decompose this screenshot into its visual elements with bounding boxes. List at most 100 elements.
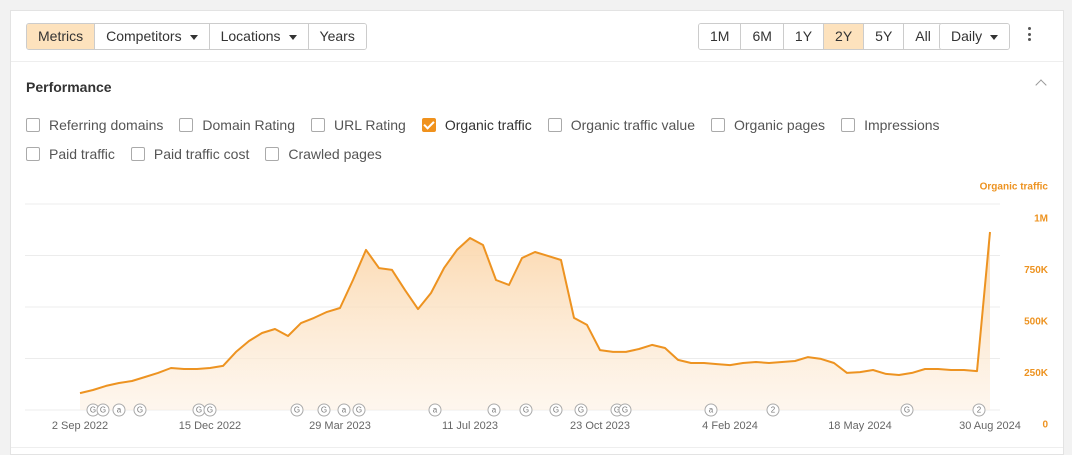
event-marker-label: G	[578, 406, 584, 415]
checkbox-label: Organic pages	[734, 116, 826, 133]
event-marker-label: G	[553, 406, 559, 415]
view-tabs: Metrics Competitors Locations Years	[26, 23, 367, 50]
event-marker	[972, 403, 986, 417]
event-marker-label: G	[137, 406, 143, 415]
tab-button[interactable]: Competitors	[95, 24, 210, 49]
tab-button[interactable]: 1Y	[783, 24, 825, 49]
checkbox-label: Paid traffic	[49, 145, 115, 162]
event-marker	[290, 403, 304, 417]
tab-button[interactable]: 2Y	[824, 24, 865, 49]
event-marker	[203, 403, 217, 417]
x-tick-label: 2 Sep 2022	[52, 420, 108, 432]
event-marker-label: G	[904, 406, 910, 415]
checkbox[interactable]	[130, 146, 145, 161]
checkbox[interactable]	[265, 146, 280, 161]
button-label: 5Y	[875, 28, 893, 44]
y-axis-title: Organic traffic	[980, 182, 1049, 193]
button-label: 1Y	[794, 28, 813, 44]
button-label: Competitors	[106, 28, 182, 44]
button-label: Daily	[951, 28, 983, 44]
metric-checkboxes: Referring domains Domain Rating URL Rating…	[26, 116, 1036, 162]
metric-checkbox[interactable]: Referring domains	[26, 116, 163, 133]
event-marker	[428, 403, 442, 417]
y-tick-label: 750K	[1024, 265, 1049, 276]
metric-checkbox[interactable]: Organic traffic	[421, 116, 532, 133]
checkbox[interactable]	[711, 117, 725, 132]
section-title: Performance	[26, 79, 112, 95]
tab-button[interactable]: Locations	[209, 24, 309, 49]
y-tick-label: 0	[1042, 420, 1048, 431]
event-marker-label: G	[614, 406, 620, 415]
checkbox-label: Organic traffic value	[570, 116, 695, 133]
event-marker-label: G	[356, 406, 362, 415]
event-marker	[352, 403, 366, 417]
event-marker-label: G	[523, 406, 529, 415]
divider	[11, 447, 1063, 448]
metric-checkbox[interactable]: Impressions	[841, 116, 940, 133]
checkbox-label: URL Rating	[334, 116, 406, 133]
event-marker	[112, 403, 126, 417]
event-marker-label: G	[294, 406, 300, 415]
event-marker-label: G	[100, 406, 106, 415]
event-marker-label: a	[342, 406, 347, 415]
button-label: Locations	[220, 28, 281, 44]
event-marker	[766, 403, 780, 417]
tab-button[interactable]: Years	[308, 24, 366, 49]
checkbox-label: Referring domains	[49, 116, 164, 133]
metric-checkbox[interactable]: Paid traffic cost	[130, 145, 250, 162]
checkbox[interactable]	[841, 117, 856, 132]
metric-checkbox[interactable]: URL Rating	[311, 116, 406, 133]
checkbox[interactable]	[26, 146, 40, 161]
checkbox-label: Impressions	[864, 116, 940, 133]
x-tick-label: 4 Feb 2024	[702, 420, 758, 432]
event-marker-label: a	[709, 406, 714, 415]
checkbox-label: Domain Rating	[202, 116, 295, 133]
event-marker-label: G	[90, 406, 96, 415]
event-marker-label: G	[321, 406, 327, 415]
metric-checkbox[interactable]: Domain Rating	[179, 116, 295, 133]
x-tick-label: 18 May 2024	[828, 420, 892, 432]
more-menu[interactable]	[1028, 27, 1032, 44]
event-marker	[704, 403, 718, 417]
checkbox-label: Paid traffic cost	[153, 145, 250, 162]
checkbox-label: Organic traffic	[444, 116, 532, 133]
dropdown-caret	[189, 34, 198, 40]
metric-checkbox[interactable]: Organic traffic value	[547, 116, 695, 133]
series-line	[79, 231, 991, 395]
tab-button[interactable]: 6M	[741, 24, 784, 49]
event-marker	[519, 403, 533, 417]
metric-checkbox[interactable]: Paid traffic	[26, 145, 115, 162]
interval-button[interactable]: Daily	[940, 24, 1010, 49]
button-label: 2Y	[835, 28, 853, 44]
x-tick-label: 15 Dec 2022	[179, 420, 241, 432]
button-label: 6M	[752, 28, 772, 44]
event-marker	[618, 403, 632, 417]
y-tick-label: 1M	[1034, 214, 1048, 225]
interval-select: Daily	[939, 23, 1011, 50]
checkbox[interactable]	[421, 117, 436, 132]
dropdown-caret	[990, 34, 999, 40]
event-marker-label: 2	[977, 406, 982, 415]
tab-button[interactable]: Metrics	[27, 24, 96, 49]
tab-button[interactable]: 5Y	[864, 24, 905, 49]
event-marker-label: 2	[771, 406, 776, 415]
metric-checkbox[interactable]: Crawled pages	[265, 145, 382, 162]
tab-button[interactable]: All	[904, 24, 942, 49]
dropdown-caret	[288, 34, 297, 40]
checkbox[interactable]	[547, 117, 562, 132]
event-marker-label: G	[622, 406, 628, 415]
metric-checkbox[interactable]: Organic pages	[711, 116, 825, 133]
y-tick-label: 250K	[1024, 368, 1049, 379]
event-marker	[487, 403, 501, 417]
checkbox[interactable]	[179, 117, 194, 132]
checkbox[interactable]	[311, 117, 325, 132]
tab-button[interactable]: 1M	[699, 24, 742, 49]
event-marker	[900, 403, 914, 417]
event-marker	[96, 403, 110, 417]
button-label: Years	[319, 28, 355, 44]
button-label: 1M	[710, 28, 730, 44]
x-tick-label: 23 Oct 2023	[570, 420, 630, 432]
checkbox[interactable]	[26, 117, 40, 132]
